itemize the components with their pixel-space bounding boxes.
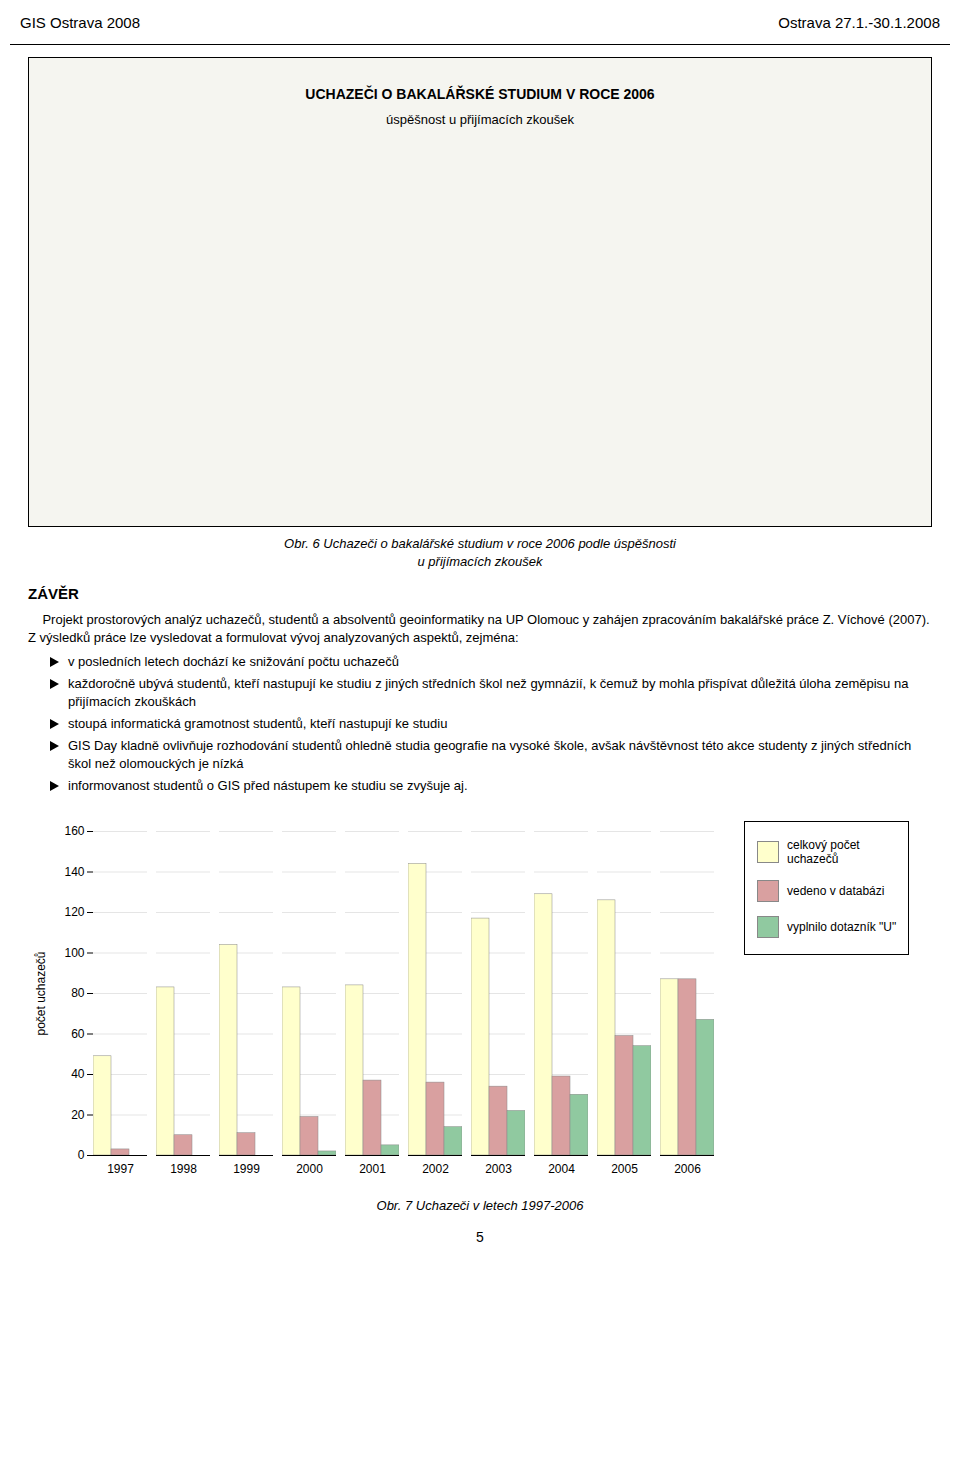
- svg-text:počet uchazečů: počet uchazečů: [34, 951, 48, 1035]
- svg-text:20: 20: [71, 1108, 85, 1122]
- svg-text:60: 60: [71, 1027, 85, 1041]
- svg-text:160: 160: [64, 824, 84, 838]
- html-text:Obr. 7 Uchazeči v letech 1997-: Obr. 7 Uchazeči v letech 1997-2006: [376, 1198, 584, 1213]
- svg-text:2003: 2003: [485, 1162, 512, 1176]
- html-text:informovanost studentů o GIS p: informovanost studentů o GIS před nástup…: [68, 778, 468, 793]
- svg-text:1998: 1998: [170, 1162, 197, 1176]
- html-text:každoročně ubývá studentů, kte: každoročně ubývá studentů, kteří nastupu…: [68, 676, 909, 709]
- svg-text:2001: 2001: [359, 1162, 386, 1176]
- html-text:v posledních letech dochází ke: v posledních letech dochází ke snižování…: [68, 654, 399, 669]
- svg-text:140: 140: [64, 865, 84, 879]
- svg-text:100: 100: [64, 946, 84, 960]
- html-text:GIS Ostrava 2008: GIS Ostrava 2008: [20, 13, 141, 31]
- html-text:u přijímacích zkoušek: u přijímacích zkoušek: [417, 554, 543, 569]
- html-text:stoupá informatická gramotnost: stoupá informatická gramotnost studentů,…: [68, 716, 448, 731]
- svg-text:2002: 2002: [422, 1162, 449, 1176]
- html-text:úspěšnost u přijímacích zkouše: úspěšnost u přijímacích zkoušek: [386, 112, 574, 127]
- html-text:vedeno v databázi: vedeno v databázi: [787, 884, 885, 898]
- svg-text:2005: 2005: [611, 1162, 638, 1176]
- html-text:Ostrava 27.1.-30.1.2008: Ostrava 27.1.-30.1.2008: [778, 13, 940, 31]
- html-text:UCHAZEČI O BAKALÁŘSKÉ STUDIUM: UCHAZEČI O BAKALÁŘSKÉ STUDIUM V ROCE 200…: [305, 86, 655, 102]
- html-text:5: 5: [476, 1229, 484, 1245]
- svg-text:0: 0: [78, 1148, 85, 1162]
- svg-text:1997: 1997: [107, 1162, 134, 1176]
- html-text:GIS Day kladně ovlivňuje rozho: GIS Day kladně ovlivňuje rozhodování stu…: [68, 738, 912, 771]
- svg-text:120: 120: [64, 905, 84, 919]
- svg-text:2000: 2000: [296, 1162, 323, 1176]
- html-text:vyplnilo dotazník "U": vyplnilo dotazník "U": [787, 920, 897, 934]
- html-text:ZÁVĚR: ZÁVĚR: [28, 585, 79, 602]
- svg-text:1999: 1999: [233, 1162, 260, 1176]
- html-text:celkový počet uchazečů: celkový počet uchazečů: [787, 838, 860, 866]
- svg-text:80: 80: [71, 986, 85, 1000]
- svg-text:2004: 2004: [548, 1162, 575, 1176]
- html-text:Projekt prostorových analýz uc: Projekt prostorových analýz uchazečů, st…: [28, 612, 934, 645]
- svg-text:40: 40: [71, 1067, 85, 1081]
- html-text:Obr. 6 Uchazeči o bakalářské s: Obr. 6 Uchazeči o bakalářské studium v r…: [284, 536, 676, 551]
- svg-text:2006: 2006: [674, 1162, 701, 1176]
